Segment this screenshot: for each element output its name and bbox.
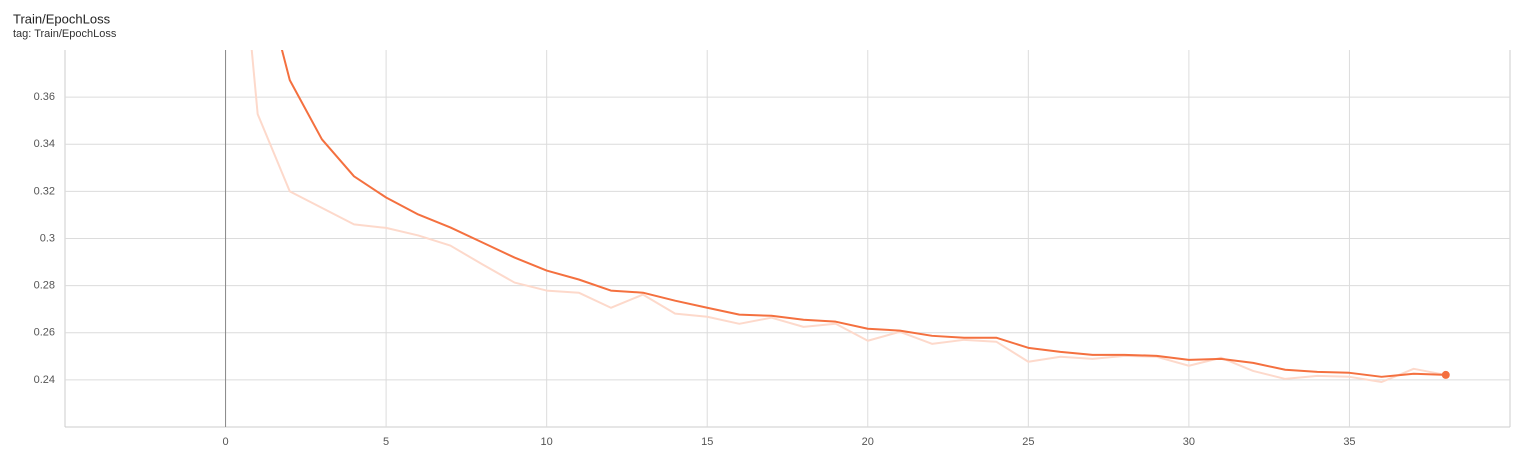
x-tick-label: 15 [701,436,713,448]
y-tick-label: 0.26 [34,327,55,339]
chart-subtitle: tag: Train/EpochLoss [13,28,117,40]
x-tick-label: 35 [1343,436,1355,448]
y-tick-label: 0.32 [34,185,55,197]
series-line [250,50,1446,383]
last-point [1441,370,1450,379]
x-tick-label: 20 [862,436,874,448]
x-tick-label: 10 [541,436,553,448]
y-tick-label: 0.36 [34,91,55,103]
x-tick-label: 5 [383,436,389,448]
y-tick-label: 0.34 [34,138,55,150]
x-tick-label: 30 [1183,436,1195,448]
series-line [280,50,1446,378]
y-tick-label: 0.3 [40,232,55,244]
y-tick-label: 0.28 [34,280,55,292]
x-tick-label: 0 [222,436,228,448]
chart-title: Train/EpochLoss [13,11,111,26]
x-tick-label: 25 [1022,436,1034,448]
plot-area [250,50,1450,383]
y-tick-label: 0.24 [34,374,55,386]
